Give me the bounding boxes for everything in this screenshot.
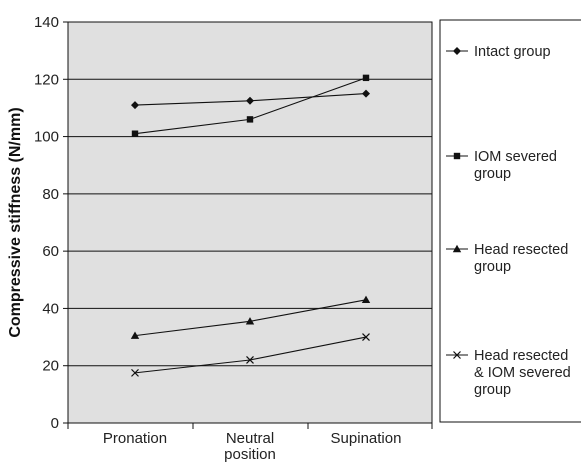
data-point-s3-2-stroke-b [362, 333, 370, 341]
data-point-s0-1 [246, 96, 254, 105]
y-axis-title: Compressive stiffness (N/mm) [7, 107, 24, 337]
legend-label-line: Head resected [474, 242, 568, 258]
x-tick-label-line: Neutral [226, 430, 274, 447]
x-tick-label: Neutral position [224, 430, 276, 463]
x-tick-label-line: Pronation [103, 430, 167, 447]
plot-frame [67, 21, 433, 424]
x-tick-label-line: Supination [331, 430, 402, 447]
legend-label-line: group [474, 382, 511, 398]
legend-label-line: & IOM severed [474, 365, 571, 381]
y-tick-label: 140 [34, 14, 59, 31]
legend-label: IOM severed group [474, 149, 557, 182]
data-point-s0-0 [131, 101, 139, 110]
data-point-s3-0 [131, 368, 139, 377]
legend-label-line: group [474, 259, 511, 275]
x-tick-label: Pronation [103, 430, 167, 447]
x-tick-label-line: position [224, 446, 276, 463]
y-tick-label: 0 [51, 415, 59, 432]
x-tick-label: Supination [331, 430, 402, 447]
legend-label-line: IOM severed [474, 149, 557, 165]
y-tick-label: 60 [42, 243, 59, 260]
data-point-s1-2 [362, 74, 370, 82]
legend-label-line: Intact group [474, 44, 551, 60]
legend-marker-0 [453, 47, 461, 55]
legend-label: Intact group [474, 44, 551, 60]
data-point-s1-1 [246, 116, 254, 123]
y-tick-label: 20 [42, 358, 59, 375]
legend-label-line: Head resected [474, 348, 568, 364]
legend-label: Head resected group [474, 242, 568, 275]
legend-label-line: group [474, 166, 511, 182]
data-point-s3-1 [246, 356, 254, 364]
legend-marker-1 [453, 152, 461, 160]
y-tick-label: 120 [34, 71, 59, 88]
data-point-s3-1-stroke-b [246, 356, 254, 364]
data-point-s3-2 [362, 333, 370, 341]
plot-background [68, 22, 432, 423]
legend-marker-3-stroke-b [453, 351, 461, 359]
data-point-s3-0-stroke-b [131, 368, 139, 377]
data-point-s0-2 [362, 89, 370, 98]
legend-marker-2 [452, 244, 462, 253]
legend-marker-3 [453, 351, 461, 359]
data-point-s2-0 [130, 331, 140, 339]
plot-area: 0 20 40 60 80 100 120 140 Pronation Neutral positi… [7, 14, 433, 463]
data-point-s2-1 [245, 317, 255, 325]
data-point-s1-0 [131, 130, 139, 137]
y-tick-label: 40 [42, 300, 59, 317]
data-point-s2-2 [361, 295, 371, 304]
legend-label: Head resected & IOM severed group [474, 348, 571, 398]
y-tick-label: 80 [42, 186, 59, 203]
y-tick-label: 100 [34, 129, 59, 146]
